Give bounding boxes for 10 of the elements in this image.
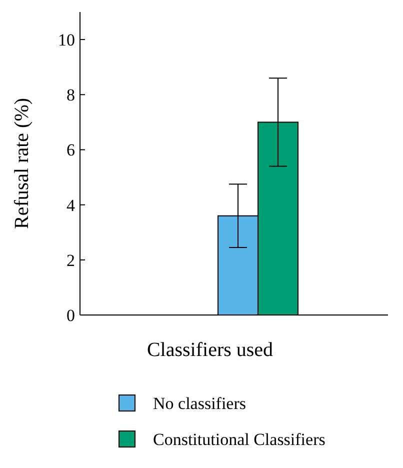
y-tick-label: 8 (66, 86, 75, 105)
y-tick-label: 2 (66, 250, 75, 270)
y-tick-label: 0 (66, 306, 75, 325)
y-axis-title: Refusal rate (%) (11, 98, 33, 230)
y-tick-label: 4 (66, 196, 76, 215)
y-tick-label: 6 (66, 140, 75, 160)
legend-label: No classifiers (153, 394, 246, 413)
x-axis-title: Classifiers used (146, 339, 274, 361)
y-tick-label: 10 (58, 30, 75, 50)
legend-label: Constitutional Classifiers (153, 430, 326, 449)
